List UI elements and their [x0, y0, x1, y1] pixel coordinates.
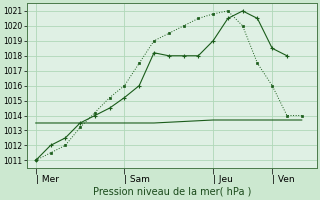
X-axis label: Pression niveau de la mer( hPa ): Pression niveau de la mer( hPa )	[92, 187, 251, 197]
